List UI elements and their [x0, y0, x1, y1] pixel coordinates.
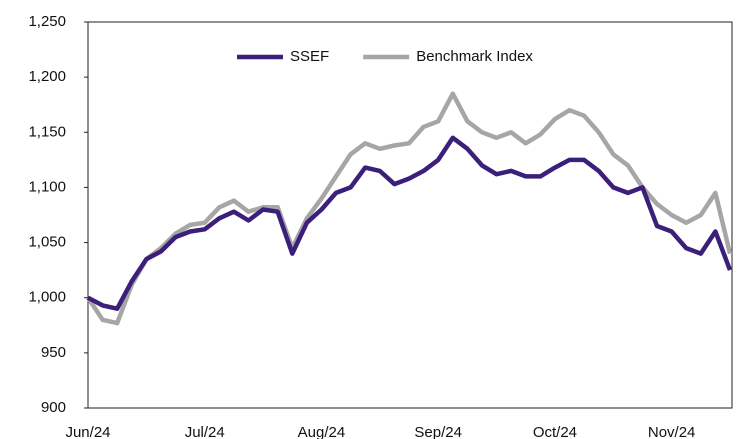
x-tick-label: Sep/24 [414, 424, 462, 439]
x-tick-label: Nov/24 [648, 424, 696, 439]
series-line [86, 91, 733, 326]
y-tick-label: 1,150 [28, 123, 66, 140]
y-tick-label: 1,050 [28, 234, 66, 251]
y-tick-label: 900 [41, 399, 66, 416]
plot-frame [87, 21, 733, 409]
y-tick-label: 1,200 [28, 68, 66, 85]
y-tick-label: 1,000 [28, 289, 66, 306]
x-tick-label: Aug/24 [298, 424, 346, 439]
y-tick-label: 950 [41, 344, 66, 361]
x-tick-label: Jul/24 [185, 424, 225, 439]
y-tick-label: 1,250 [28, 13, 66, 30]
y-tick-label: 1,100 [28, 178, 66, 195]
x-tick-label: Jun/24 [65, 424, 110, 439]
legend-label: Benchmark Index [416, 48, 533, 65]
x-tick-label: Oct/24 [533, 424, 577, 439]
legend-label: SSEF [290, 48, 329, 65]
series-line [86, 135, 733, 311]
